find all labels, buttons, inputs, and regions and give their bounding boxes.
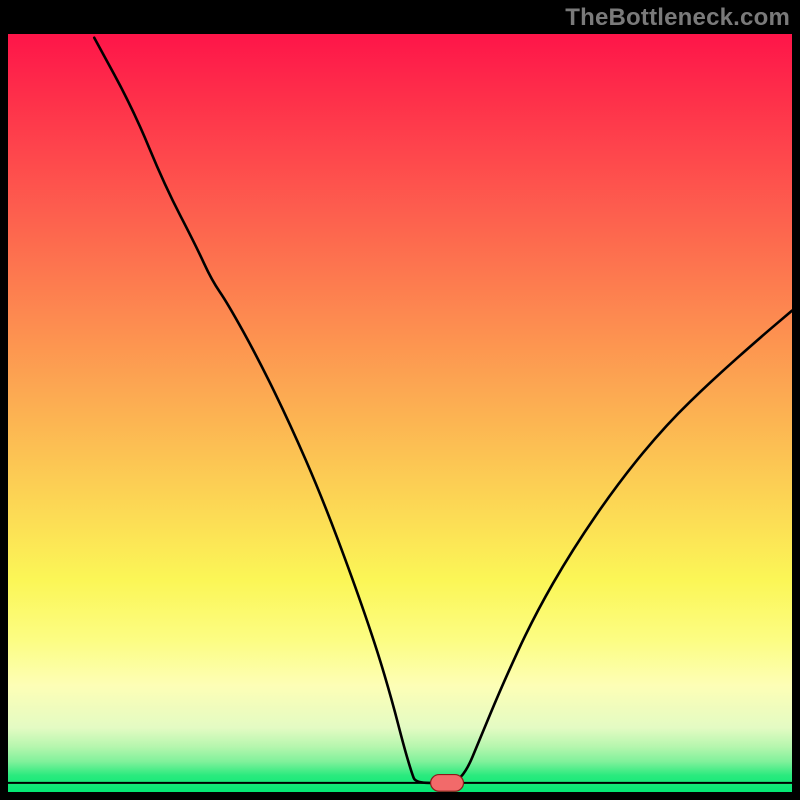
plot-area: [8, 34, 792, 792]
plot-background: [8, 34, 792, 792]
watermark-text: TheBottleneck.com: [565, 4, 790, 32]
chart-frame: TheBottleneck.com: [0, 0, 800, 800]
minimum-marker: [431, 775, 464, 792]
plot-svg: [8, 34, 792, 792]
